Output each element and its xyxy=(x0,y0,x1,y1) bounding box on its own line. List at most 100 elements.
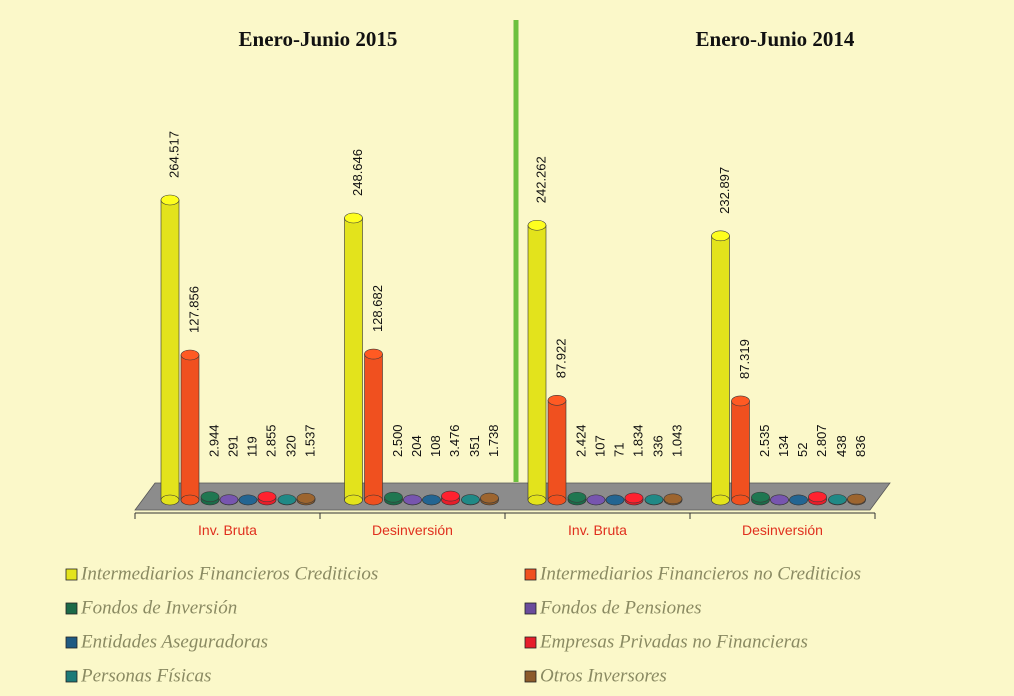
value-label: 2.944 xyxy=(206,424,221,457)
bar xyxy=(238,494,258,506)
bar xyxy=(277,494,297,506)
bar-bottom xyxy=(180,494,200,506)
value-label: 127.856 xyxy=(186,286,201,333)
value-label: 52 xyxy=(795,443,810,457)
bar-top xyxy=(770,494,789,506)
bar-top xyxy=(160,194,180,206)
value-label: 264.517 xyxy=(166,131,181,178)
bar-bottom xyxy=(527,494,547,506)
legend-swatch xyxy=(65,602,78,615)
bar xyxy=(711,230,730,506)
legend-label: Intermediarios Financieros Crediticios xyxy=(80,563,378,584)
bar xyxy=(160,194,180,506)
group-title: Enero-Junio 2014 xyxy=(696,27,855,51)
bar xyxy=(624,492,644,506)
bar-body xyxy=(160,199,180,501)
bar xyxy=(808,491,827,506)
bar xyxy=(200,491,220,506)
value-label: 2.424 xyxy=(573,424,588,457)
bar-bottom xyxy=(160,494,180,506)
legend-swatch xyxy=(524,670,537,683)
bar xyxy=(770,494,789,506)
bar-top xyxy=(344,212,363,224)
legend-label: Fondos de Inversión xyxy=(80,597,237,618)
bar xyxy=(605,494,625,506)
bar-top xyxy=(751,491,770,503)
bar-top xyxy=(480,492,499,504)
value-label: 320 xyxy=(283,435,298,457)
bar-top xyxy=(605,494,625,506)
bar xyxy=(586,494,606,506)
bar-top xyxy=(238,494,258,506)
bar-top xyxy=(219,494,239,505)
legend-swatch xyxy=(65,670,78,683)
value-label: 87.922 xyxy=(553,339,568,379)
value-label: 128.682 xyxy=(370,285,385,332)
x-tick-label: Desinversión xyxy=(742,522,823,538)
value-label: 1.043 xyxy=(669,424,684,457)
bar-bottom xyxy=(711,494,730,506)
bar-top xyxy=(828,494,847,505)
value-label: 2.855 xyxy=(263,424,278,457)
value-label: 87.319 xyxy=(737,339,752,379)
bar-top xyxy=(624,492,644,504)
bar-top xyxy=(461,494,480,505)
bar xyxy=(480,492,499,506)
bar xyxy=(461,494,480,506)
bar xyxy=(344,212,363,506)
bar-bottom xyxy=(364,494,383,506)
bar-top xyxy=(441,490,460,502)
x-tick-label: Desinversión xyxy=(372,522,453,538)
x-tick-label: Inv. Bruta xyxy=(198,522,257,538)
bar xyxy=(219,494,239,506)
value-label: 351 xyxy=(467,435,482,457)
bar xyxy=(828,494,847,506)
bar-top xyxy=(789,494,808,506)
legend-swatch xyxy=(524,602,537,615)
legend-swatch xyxy=(65,636,78,649)
floor xyxy=(134,482,891,511)
value-label: 242.262 xyxy=(533,156,548,203)
bar xyxy=(644,494,664,506)
legend-label: Entidades Aseguradoras xyxy=(80,631,268,652)
legend-label: Intermediarios Financieros no Crediticio… xyxy=(539,563,861,584)
value-label: 107 xyxy=(592,435,607,457)
value-label: 134 xyxy=(776,435,791,457)
bar xyxy=(384,491,403,506)
value-label: 3.476 xyxy=(447,424,462,457)
bar xyxy=(663,493,683,506)
value-label: 204 xyxy=(409,435,424,457)
bar-body xyxy=(547,399,567,501)
bar-body xyxy=(344,217,363,501)
bar-top xyxy=(547,394,567,406)
bar-body xyxy=(731,400,750,501)
bar xyxy=(403,494,422,506)
bar xyxy=(364,348,383,506)
bar-bottom xyxy=(344,494,363,506)
bar-top xyxy=(384,491,403,503)
bar-body xyxy=(527,224,547,501)
group-title: Enero-Junio 2015 xyxy=(239,27,398,51)
bar xyxy=(847,493,866,506)
bar-body xyxy=(180,354,200,501)
bar-top xyxy=(567,491,587,503)
bar xyxy=(751,491,770,506)
legend-label: Empresas Privadas no Financieras xyxy=(539,631,808,652)
bar-top xyxy=(586,494,606,506)
legend-label: Otros Inversores xyxy=(540,665,667,686)
bar-bottom xyxy=(731,494,750,506)
bar-top xyxy=(527,219,547,231)
value-label: 2.807 xyxy=(814,424,829,457)
value-label: 108 xyxy=(428,435,443,457)
bar-top xyxy=(257,491,277,503)
bar-top xyxy=(422,494,441,506)
bar xyxy=(257,491,277,506)
bar-top xyxy=(403,494,422,506)
x-tick-label: Inv. Bruta xyxy=(568,522,627,538)
bar-body xyxy=(711,235,730,501)
value-label: 291 xyxy=(225,435,240,457)
value-label: 1.834 xyxy=(630,424,645,457)
value-label: 1.537 xyxy=(302,424,317,457)
legend-label: Fondos de Pensiones xyxy=(539,597,701,618)
